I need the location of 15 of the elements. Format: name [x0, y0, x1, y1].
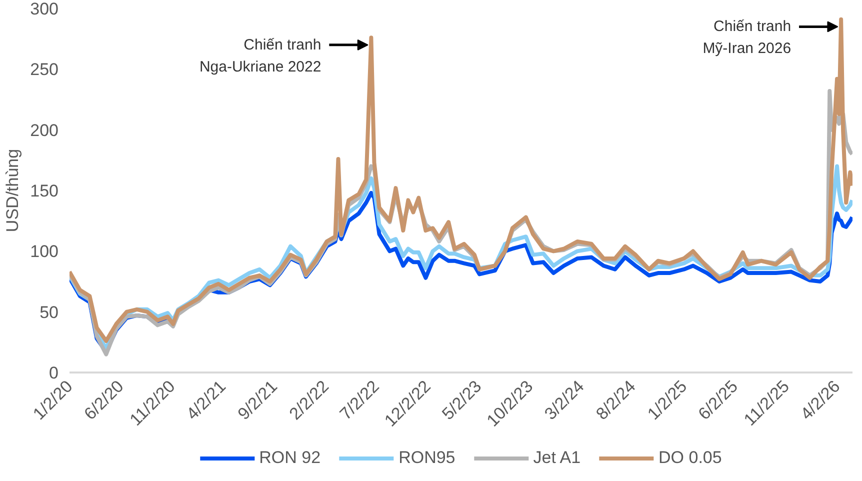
y-tick-label: 150 [30, 182, 59, 200]
legend-label: DO 0.05 [658, 448, 722, 468]
line-series [70, 17, 852, 343]
annotation: Chiến tranh Nga-Ukriane 2022 [199, 36, 322, 76]
legend-label: Jet A1 [533, 448, 581, 468]
annotation: Chiến tranh Mỹ-Iran 2026 [702, 18, 792, 58]
y-tick-label: 100 [30, 242, 59, 262]
legend-label: RON95 [398, 448, 456, 468]
y-tick-label: 50 [40, 302, 59, 322]
legend-label: RON 92 [259, 448, 321, 468]
y-tick-label: 300 [30, 0, 59, 18]
y-tick-label: 250 [30, 60, 59, 80]
y-tick-label: 200 [30, 120, 59, 140]
y-axis-title: USD/thùng [3, 148, 22, 232]
y-tick-label: 0 [49, 364, 59, 382]
